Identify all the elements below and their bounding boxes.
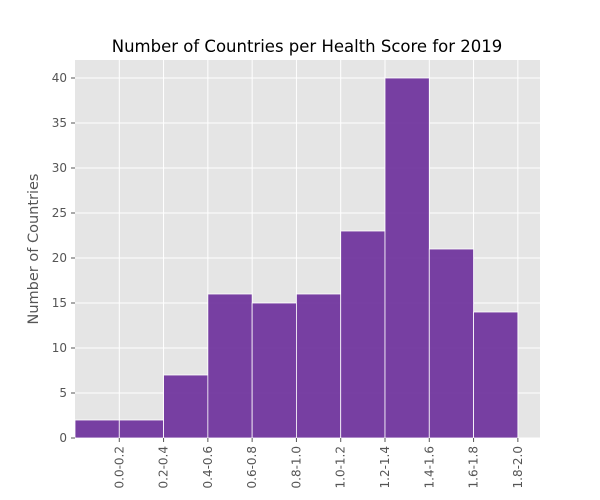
histogram-bar: [74, 419, 120, 439]
histogram-bar: [163, 374, 209, 439]
x-tick-label: 0.4-0.6: [201, 446, 215, 489]
bars: [74, 77, 519, 439]
x-tick-label: 1.4-1.6: [422, 446, 436, 489]
x-tick-label: 0.6-0.8: [245, 446, 259, 489]
y-tick-label: 10: [52, 341, 67, 355]
histogram-bar: [251, 302, 297, 439]
y-tick-label: 35: [52, 116, 67, 130]
chart-title: Number of Countries per Health Score for…: [112, 37, 503, 56]
x-axis-ticks: 0.0-0.2 0.2-0.4 0.4-0.6 0.6-0.8 0.8-1.0 1.0-1…: [112, 438, 525, 489]
x-tick-label: 1.0-1.2: [334, 446, 348, 489]
x-tick-label: 1.2-1.4: [378, 446, 392, 489]
histogram-bar: [473, 311, 519, 439]
y-tick-label: 40: [52, 71, 67, 85]
y-tick-label: 0: [59, 431, 67, 445]
y-axis-label: Number of Countries: [26, 174, 42, 325]
histogram-bar: [118, 419, 164, 439]
x-tick-label: 1.8-2.0: [511, 446, 525, 489]
histogram-bar: [207, 293, 253, 439]
x-tick-label: 0.8-1.0: [289, 446, 303, 489]
y-tick-label: 5: [59, 386, 67, 400]
histogram-bar: [384, 77, 430, 439]
histogram-bar: [428, 248, 474, 439]
histogram-bar: [340, 230, 386, 439]
y-tick-label: 20: [52, 251, 67, 265]
x-tick-label: 1.6-1.8: [467, 446, 481, 489]
histogram-bar: [296, 293, 342, 439]
y-tick-label: 25: [52, 206, 67, 220]
x-tick-label: 0.2-0.4: [157, 446, 171, 489]
y-tick-label: 15: [52, 296, 67, 310]
y-tick-label: 30: [52, 161, 67, 175]
x-tick-label: 0.0-0.2: [112, 446, 126, 489]
y-axis-ticks: 0 5 10 15 20 25 30 35 40: [52, 71, 75, 445]
